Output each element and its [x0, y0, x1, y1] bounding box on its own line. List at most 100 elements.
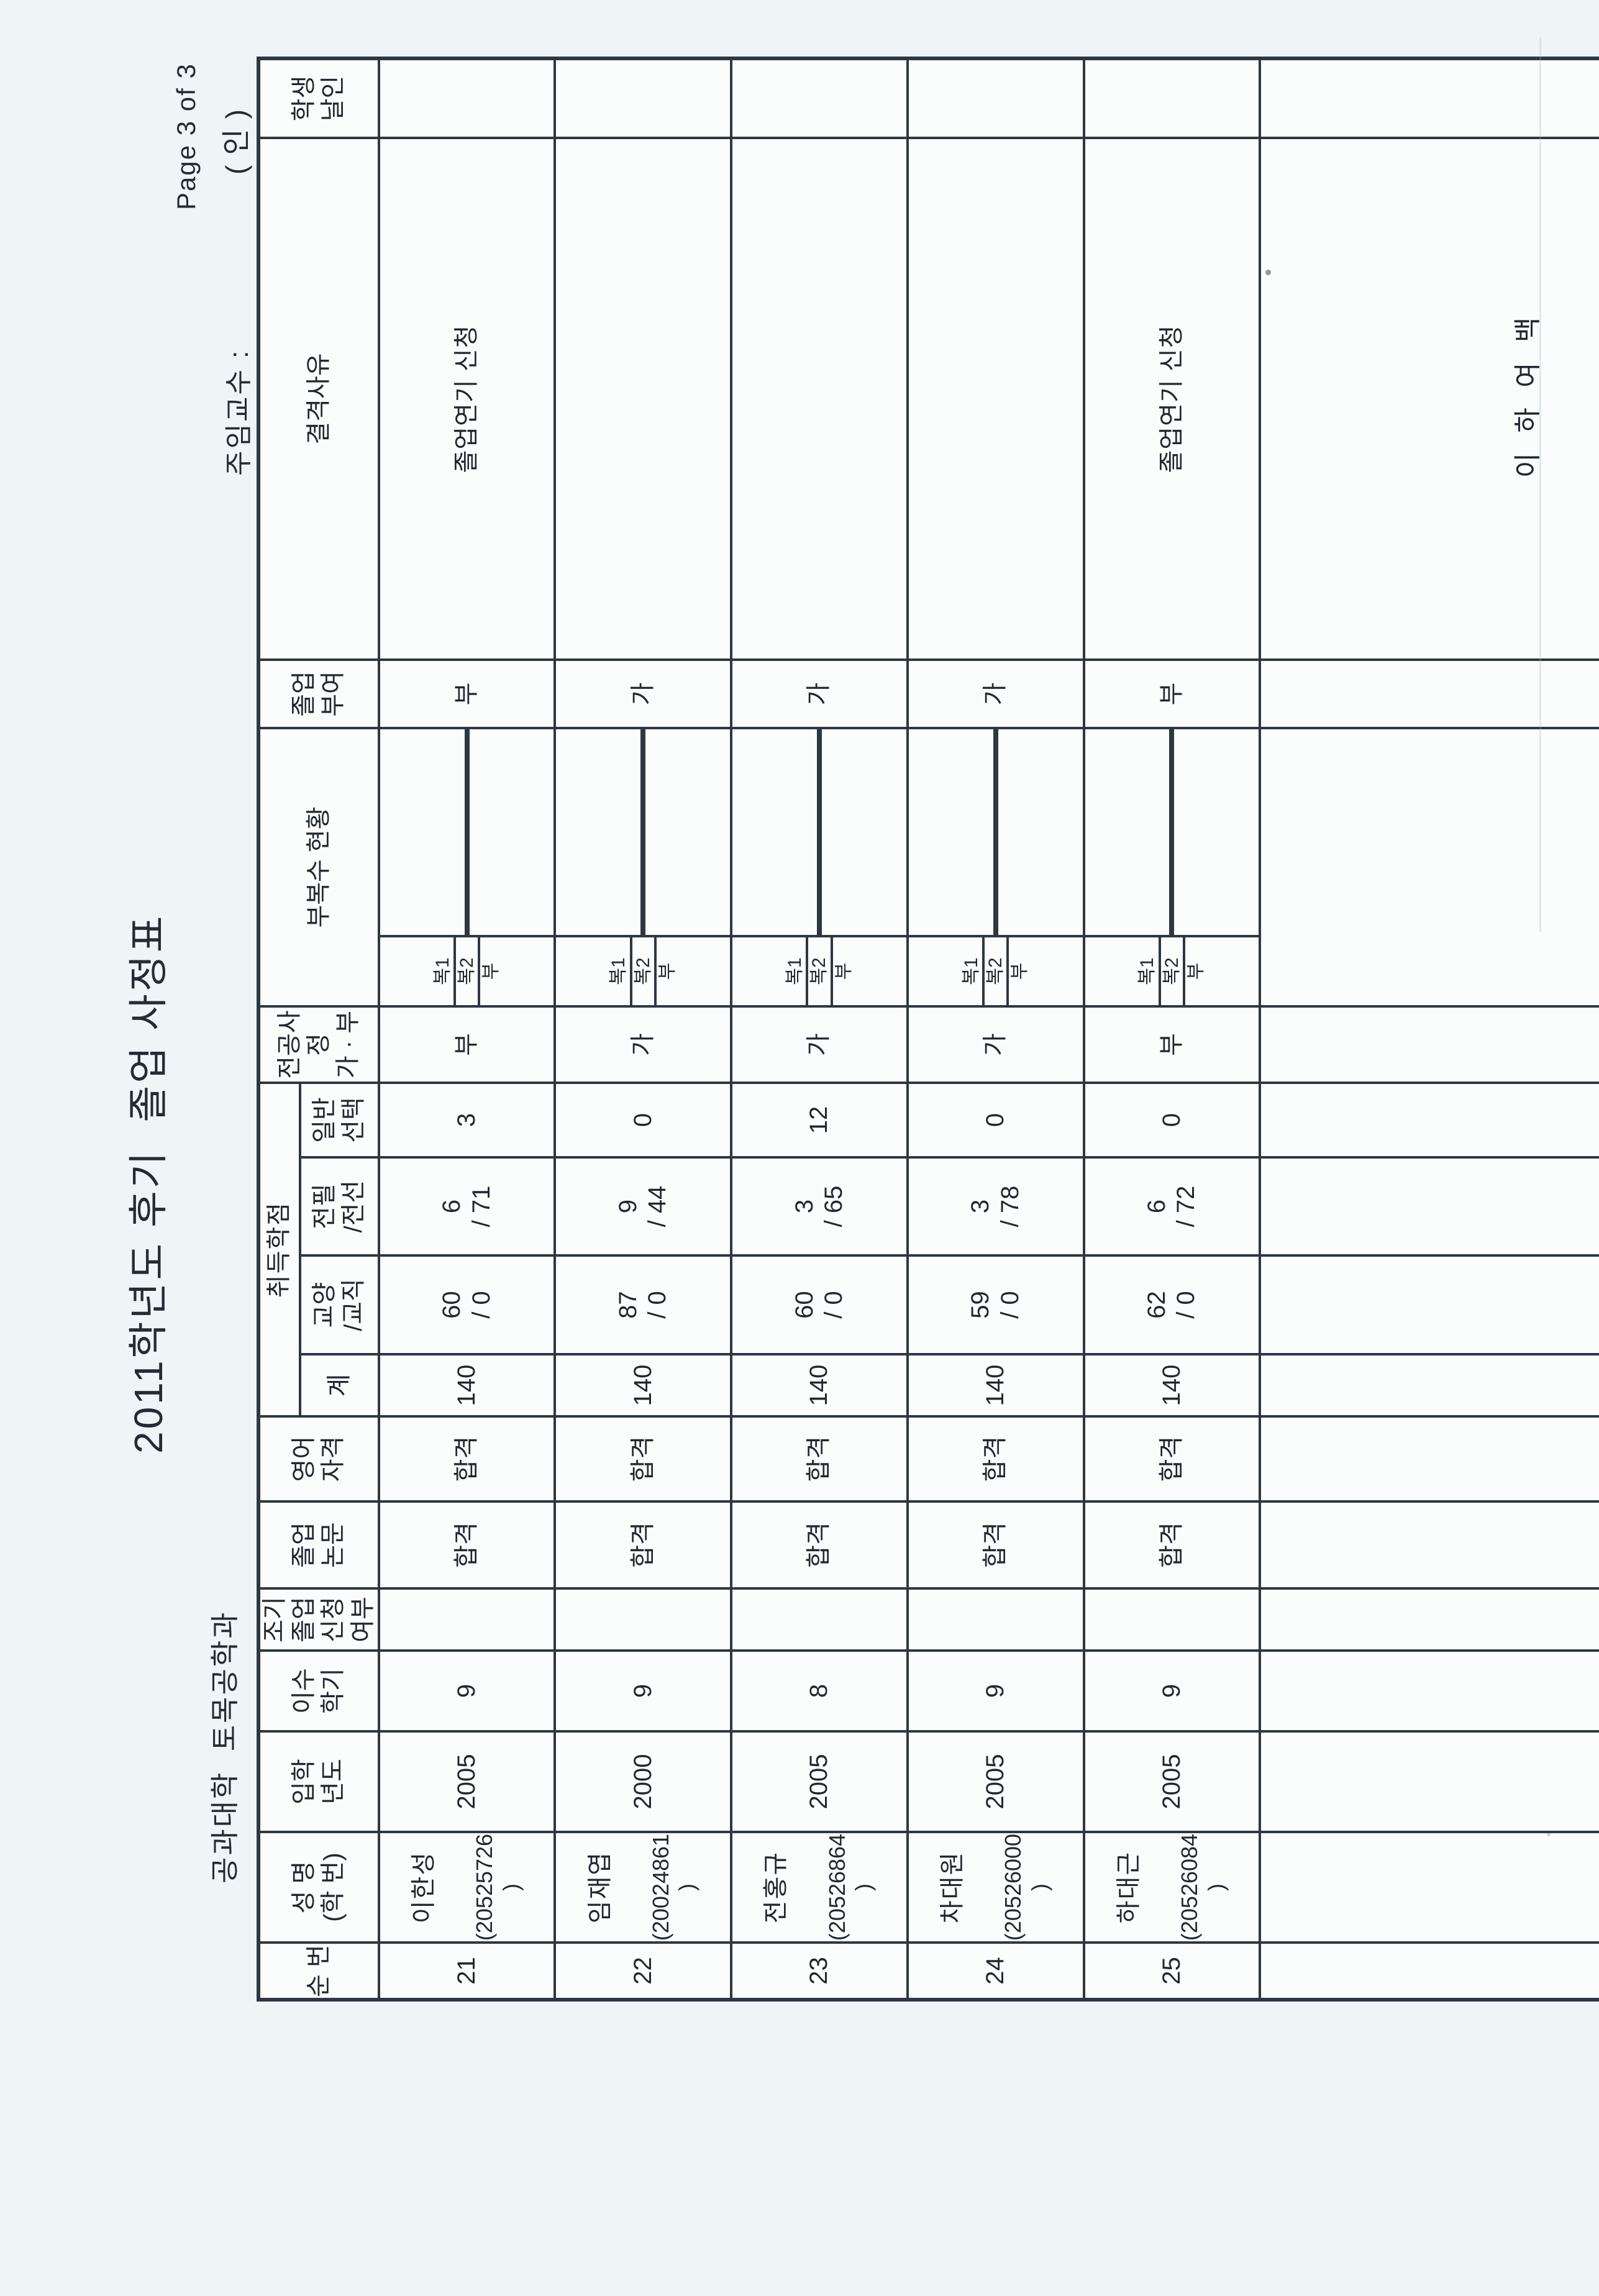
- double-minor-label-1: 복1: [783, 937, 809, 1005]
- student-row-23: 23 전홍규 (20526864 ) 2005 8 합격 합격 140 60 /…: [731, 58, 908, 2000]
- cell-early-graduation: [555, 1588, 732, 1651]
- cell-admission-year: 2000: [555, 1731, 732, 1832]
- double-minor-label-2: 복2: [1160, 937, 1186, 1005]
- cell-credits-general: 59 / 0: [907, 1255, 1084, 1354]
- cell-double-minor-values: [907, 727, 1084, 936]
- cell-major-assessment: 가: [555, 1006, 732, 1083]
- col-header-major-assessment: 전공사정 가 · 부: [258, 1006, 379, 1083]
- student-name: 임재엽: [586, 1851, 614, 1924]
- student-id: (20526000 ): [1000, 1833, 1052, 1941]
- cell-no: 25: [1083, 1943, 1260, 2000]
- cell-major-assessment: 가: [731, 1006, 908, 1083]
- double-minor-label-3: 부: [1186, 962, 1207, 980]
- cell-credits-general: 60 / 0: [378, 1255, 555, 1354]
- cell-thesis: 합격: [1083, 1501, 1260, 1588]
- cell-admission-year: 2005: [907, 1731, 1084, 1832]
- cell-credits-total: 140: [378, 1354, 555, 1416]
- cell-credits-major: 6 / 71: [378, 1157, 555, 1255]
- cell-thesis: 합격: [378, 1501, 555, 1588]
- cell-early-graduation: [907, 1588, 1084, 1651]
- cell-name: 이한성 (20525726 ): [378, 1832, 555, 1943]
- cell-graduation: 부: [1083, 659, 1260, 728]
- cell-double-minor-labels: 복1 복2 부: [555, 936, 732, 1006]
- cell-credits-elective: 12: [731, 1082, 908, 1157]
- student-id: (20526864 ): [824, 1833, 877, 1941]
- cell-english: 합격: [1083, 1416, 1260, 1501]
- college-department-label: 공과대학 토목공학과: [209, 1610, 241, 1884]
- student-name: 이한성: [409, 1851, 437, 1924]
- scan-streak: [1539, 37, 1541, 932]
- cell-no: 23: [731, 1943, 908, 2000]
- cell-credits-general: 60 / 0: [731, 1255, 908, 1354]
- cell-credits-elective: 3: [378, 1082, 555, 1157]
- cell-thesis: 합격: [907, 1501, 1084, 1588]
- double-minor-label-1: 복1: [431, 937, 456, 1005]
- cell-graduation: 부: [378, 659, 555, 728]
- student-id: (20526084 ): [1177, 1833, 1229, 1941]
- double-minor-label-2: 복2: [632, 937, 657, 1005]
- col-header-credits-general: 교양 /교직: [300, 1255, 379, 1354]
- cell-graduation: 가: [555, 659, 732, 728]
- cell-credits-major: 3 / 65: [731, 1157, 908, 1255]
- col-header-credits-major: 전필 /전선: [300, 1157, 379, 1255]
- cell-early-graduation: [1083, 1588, 1260, 1651]
- scan-speck: [1265, 270, 1271, 275]
- cell-name: 하대근 (20526084 ): [1083, 1832, 1260, 1943]
- double-minor-label-2: 복2: [984, 937, 1009, 1005]
- double-minor-label-1: 복1: [1136, 937, 1161, 1005]
- cell-credits-major: 6 / 72: [1083, 1157, 1260, 1255]
- cell-disqualification: [555, 137, 732, 660]
- scan-speck: [1547, 1833, 1551, 1836]
- cell-major-assessment: 부: [378, 1006, 555, 1083]
- cell-no: 21: [378, 1943, 555, 2000]
- cell-admission-year: 2005: [378, 1731, 555, 1832]
- cell-semesters: 9: [555, 1651, 732, 1731]
- cell-semesters: 8: [731, 1651, 908, 1731]
- cell-credits-total: 140: [555, 1354, 732, 1416]
- student-row-22: 22 임재엽 (20024861 ) 2000 9 합격 합격 140 87 /…: [555, 58, 732, 2000]
- double-minor-label-3: 부: [833, 962, 854, 980]
- cell-semesters: 9: [378, 1651, 555, 1731]
- double-minor-label-1: 복1: [960, 937, 985, 1005]
- cell-student-seal: [731, 58, 908, 138]
- col-header-semesters: 이수 학기: [258, 1651, 379, 1731]
- cell-admission-year: 2005: [1083, 1731, 1260, 1832]
- student-name: 하대근: [1114, 1851, 1142, 1924]
- cell-semesters: 9: [1083, 1651, 1260, 1731]
- cell-double-minor-values: [555, 727, 732, 936]
- page-number: Page 3 of 3: [171, 63, 201, 210]
- col-header-student-seal: 학생 날인: [258, 58, 379, 138]
- col-header-graduation: 졸업 부여: [258, 659, 379, 728]
- double-minor-label-3: 부: [481, 962, 502, 980]
- cell-disqualification: [907, 137, 1084, 660]
- cell-blank-below-note: 이 하 여 백: [1260, 137, 1599, 660]
- student-id: (20525726 ): [472, 1833, 524, 1941]
- student-name: 전홍규: [762, 1851, 790, 1924]
- cell-credits-general: 62 / 0: [1083, 1255, 1260, 1354]
- col-header-no: 순 번: [258, 1943, 379, 2000]
- cell-credits-elective: 0: [907, 1082, 1084, 1157]
- cell-disqualification: [731, 137, 908, 660]
- col-header-credits-group: 취득학점: [258, 1082, 301, 1416]
- col-header-thesis: 졸업 논문: [258, 1501, 379, 1588]
- cell-admission-year: 2005: [731, 1731, 908, 1832]
- student-name: 차대원: [939, 1851, 966, 1924]
- double-minor-label-1: 복1: [608, 937, 632, 1005]
- cell-english: 합격: [731, 1416, 908, 1501]
- cell-early-graduation: [731, 1588, 908, 1651]
- cell-english: 합격: [378, 1416, 555, 1501]
- cell-double-minor-labels: 복1 복2 부: [907, 936, 1084, 1006]
- advisor-seal-placeholder: (인): [220, 99, 252, 175]
- col-header-early-graduation: 조기 졸업 신청 여부: [258, 1588, 379, 1651]
- cell-no: 22: [555, 1943, 732, 2000]
- cell-major-assessment: 가: [907, 1006, 1084, 1083]
- cell-student-seal: [555, 58, 732, 138]
- student-row-24: 24 차대원 (20526000 ) 2005 9 합격 합격 140 59 /…: [907, 58, 1084, 2000]
- col-header-credits-total: 계: [300, 1354, 379, 1416]
- double-minor-label-2: 복2: [455, 937, 481, 1005]
- cell-semesters: 9: [907, 1651, 1084, 1731]
- col-header-credits-elective: 일반 선택: [300, 1082, 379, 1157]
- student-id: (20024861 ): [648, 1833, 700, 1941]
- cell-english: 합격: [555, 1416, 732, 1501]
- cell-thesis: 합격: [731, 1501, 908, 1588]
